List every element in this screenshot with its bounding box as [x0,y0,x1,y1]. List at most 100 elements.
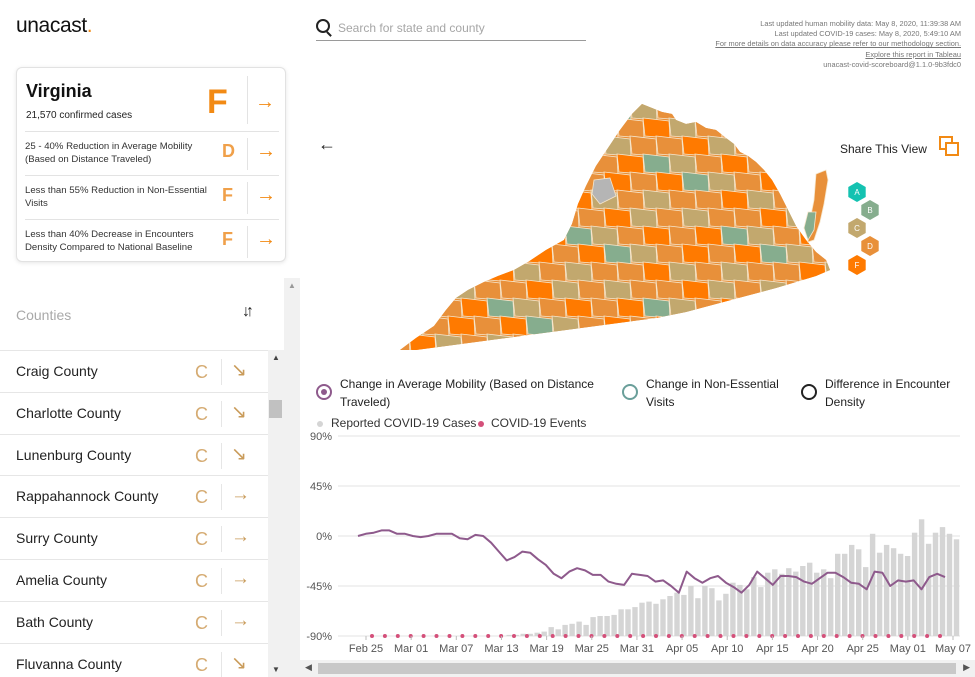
scroll-right-icon[interactable]: ▶ [963,662,970,672]
cases-bar[interactable] [688,586,694,636]
county-shape[interactable] [396,189,411,211]
county-shape[interactable] [447,279,476,301]
scrollbar-thumb[interactable] [318,663,956,674]
county-shape[interactable] [668,333,697,352]
county-shape[interactable] [577,279,606,301]
county-shape[interactable] [681,100,710,121]
county-shape[interactable] [655,135,684,157]
county-shape[interactable] [707,100,736,121]
county-shape[interactable] [603,135,632,157]
county-shape[interactable] [798,297,827,319]
event-dot[interactable] [808,634,813,638]
county-shape[interactable] [655,315,684,337]
county-shape[interactable] [473,243,502,265]
cases-bar[interactable] [863,567,869,636]
county-shape[interactable] [396,333,411,352]
county-shape[interactable] [603,100,632,121]
county-item[interactable]: Rappahannock County C → [0,476,268,519]
county-shape[interactable] [447,315,476,337]
cases-bar[interactable] [520,633,526,636]
county-shape[interactable] [785,243,814,265]
county-shape[interactable] [473,315,502,337]
cases-bar[interactable] [814,572,820,636]
county-shape[interactable] [538,297,567,319]
event-dot[interactable] [486,634,491,638]
county-shape[interactable] [642,261,671,283]
event-dot[interactable] [524,634,529,638]
county-shape[interactable] [564,117,593,139]
county-shape[interactable] [525,135,554,157]
cases-bar[interactable] [737,584,743,636]
county-shape[interactable] [408,333,437,352]
cases-bar[interactable] [590,617,596,636]
event-dot[interactable] [731,634,736,638]
county-shape[interactable] [603,279,632,301]
county-shape[interactable] [629,315,658,337]
county-shape[interactable] [590,333,619,352]
cases-bar[interactable] [541,631,547,636]
county-shape[interactable] [525,207,554,229]
county-shape[interactable] [668,117,697,139]
county-shape[interactable] [603,315,632,337]
county-shape[interactable] [811,279,836,301]
page-scrollbar[interactable]: ▲ [284,278,300,677]
county-shape[interactable] [486,225,515,247]
county-shape[interactable] [421,315,450,337]
unacast-logo[interactable]: unacast. [16,14,93,38]
county-shape[interactable] [772,117,801,139]
county-shape[interactable] [421,243,450,265]
county-shape[interactable] [525,243,554,265]
event-dot[interactable] [473,634,478,638]
mobility-radio[interactable] [316,384,332,400]
county-shape[interactable] [577,135,606,157]
county-shape[interactable] [499,279,528,301]
county-shape[interactable] [447,171,476,193]
county-shape[interactable] [525,171,554,193]
county-shape[interactable] [421,100,450,121]
county-shape[interactable] [746,333,775,352]
county-shape[interactable] [759,243,788,265]
county-shape[interactable] [720,153,749,175]
cases-bar[interactable] [772,569,778,636]
event-dot[interactable] [654,634,658,638]
county-item[interactable]: Amelia County C → [0,560,268,602]
county-shape[interactable] [746,189,775,211]
tableau-link[interactable]: Explore this report in Tableau [865,49,961,59]
event-dot[interactable] [705,634,710,638]
county-shape[interactable] [772,333,801,352]
county-shape[interactable] [746,225,775,247]
cases-bar[interactable] [583,624,589,636]
county-shape[interactable] [499,135,528,157]
event-dot[interactable] [783,634,788,638]
county-shape[interactable] [460,153,489,175]
county-shape[interactable] [434,225,463,247]
event-dot[interactable] [460,634,465,638]
event-dot[interactable] [447,634,452,638]
county-shape[interactable] [396,279,424,301]
cases-bar[interactable] [751,577,757,636]
county-shape[interactable] [720,189,749,211]
county-shape[interactable] [616,225,645,247]
county-shape[interactable] [694,225,723,247]
county-shape[interactable] [590,225,619,247]
county-shape[interactable] [421,279,450,301]
county-shape[interactable] [512,153,541,175]
cases-bar[interactable] [939,527,946,636]
event-dot[interactable] [925,634,930,638]
county-shape[interactable] [564,225,593,247]
cases-bar[interactable] [632,607,638,636]
legend-encounter-label[interactable]: Difference in Encounter Density [825,377,951,409]
county-shape[interactable] [694,153,723,175]
county-shape[interactable] [434,189,463,211]
county-shape[interactable] [512,333,541,352]
county-shape[interactable] [824,261,836,283]
search-bar[interactable] [316,18,586,41]
county-shape[interactable] [642,117,671,139]
county-shape[interactable] [746,153,775,175]
county-shape[interactable] [694,261,723,283]
methodology-link[interactable]: For more details on data accuracy please… [715,39,961,49]
county-shape[interactable] [512,225,541,247]
county-shape[interactable] [746,117,775,139]
cases-bar[interactable] [709,588,715,636]
county-shape[interactable] [564,261,593,283]
